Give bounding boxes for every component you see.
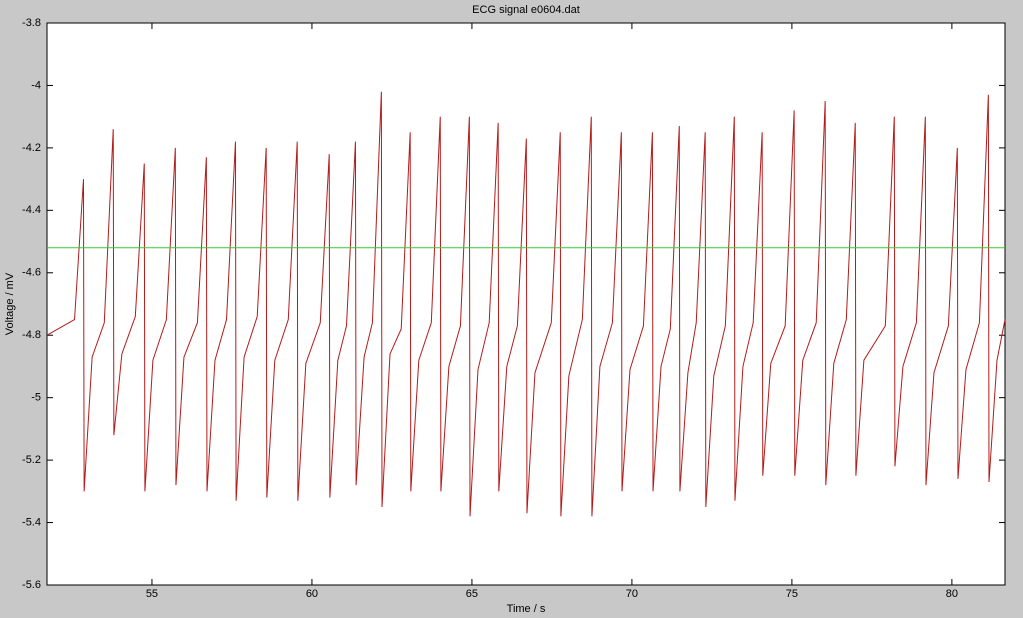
x-tick-label: 55 <box>146 588 158 600</box>
y-tick-label: -5.4 <box>22 516 41 528</box>
x-tick-label: 60 <box>306 588 318 600</box>
x-tick-label: 65 <box>466 588 478 600</box>
y-tick-label: -4.6 <box>22 267 41 279</box>
y-tick-label: -5.6 <box>22 579 41 591</box>
y-axis-label: Voltage / mV <box>4 272 16 335</box>
x-axis-label: Time / s <box>507 603 546 615</box>
x-tick-label: 70 <box>626 588 638 600</box>
y-tick-label: -3.8 <box>22 17 41 29</box>
y-tick-label: -4.4 <box>22 204 41 216</box>
y-tick-label: -4.8 <box>22 329 41 341</box>
chart-title: ECG signal e0604.dat <box>472 4 580 16</box>
y-tick-label: -4 <box>31 79 41 91</box>
y-tick-label: -4.2 <box>22 142 41 154</box>
x-tick-label: 75 <box>786 588 798 600</box>
y-tick-label: -5 <box>31 392 41 404</box>
series-line <box>46 91 1006 517</box>
x-tick-label: 80 <box>946 588 958 600</box>
y-tick-label: -5.2 <box>22 454 41 466</box>
plot-area <box>46 22 1006 586</box>
